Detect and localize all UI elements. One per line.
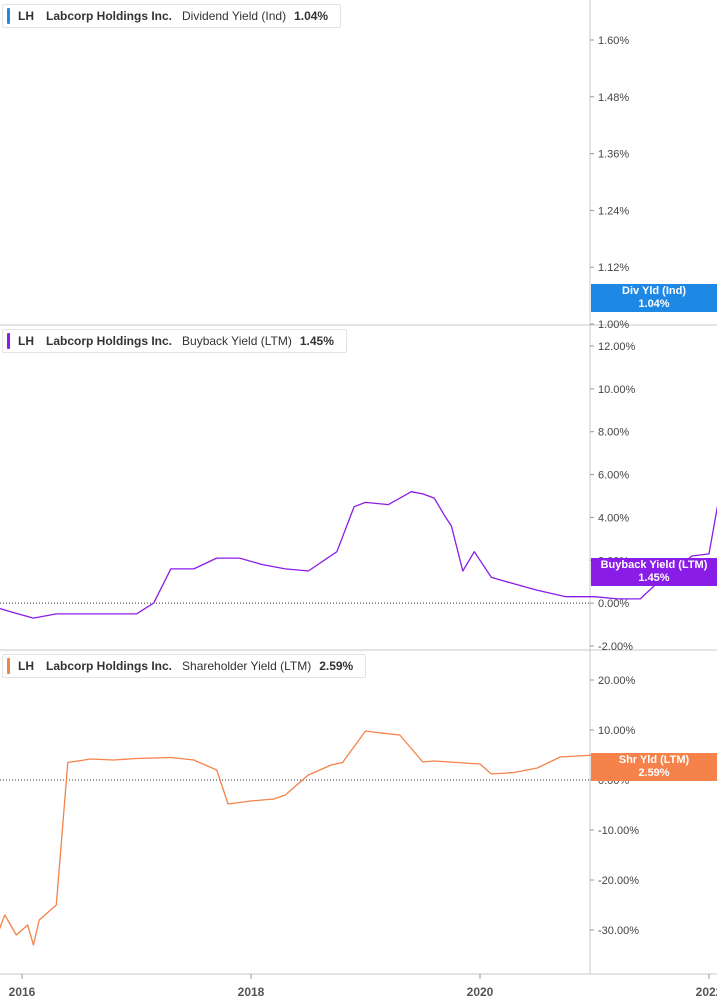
legend-value: 1.04% — [294, 9, 329, 23]
y-tick-label: 1.12% — [598, 262, 629, 274]
dividend-legend[interactable]: LH Labcorp Holdings Inc. Dividend Yield … — [2, 4, 342, 28]
y-tick-label: 1.60% — [598, 35, 629, 47]
buyback-legend[interactable]: LH Labcorp Holdings Inc. Buyback Yield (… — [2, 329, 347, 353]
series-line — [0, 491, 717, 619]
y-tick-label: 1.48% — [598, 92, 629, 104]
shareholder-color-swatch — [7, 658, 10, 674]
y-tick-label: 10.00% — [598, 725, 636, 737]
shareholder-value-callout: Shr Yld (LTM) 2.59% — [591, 753, 717, 781]
y-tick-label: -20.00% — [598, 875, 639, 887]
series-line — [0, 730, 717, 946]
legend-ticker: LH — [18, 334, 34, 348]
callout-label: Buyback Yield (LTM) — [600, 559, 708, 571]
legend-company: Labcorp Holdings Inc. — [46, 334, 173, 348]
legend-ticker: LH — [18, 9, 34, 23]
dividend-yield-panel: 1.00% 1.12% 1.24% 1.36% 1.48% 1.60% — [590, 35, 629, 331]
shareholder-yield-panel: -30.00%-20.00%-10.00%0.00%10.00%20.00% — [0, 675, 717, 946]
legend-metric: Buyback Yield (LTM) — [182, 334, 292, 348]
y-tick-label: 10.00% — [598, 384, 636, 396]
legend-value: 2.59% — [319, 659, 354, 673]
x-tick-label: 2018 — [238, 985, 265, 999]
y-tick-label: 20.00% — [598, 675, 636, 687]
legend-company: Labcorp Holdings Inc. — [46, 9, 173, 23]
callout-value: 1.45% — [638, 572, 670, 584]
legend-company: Labcorp Holdings Inc. — [46, 659, 173, 673]
legend-value: 1.45% — [299, 334, 334, 348]
dividend-value-callout: Div Yld (Ind) 1.04% — [591, 284, 717, 312]
buyback-yield-panel: -2.00%0.00%2.00%4.00%6.00%8.00%10.00%12.… — [0, 341, 717, 653]
callout-value: 1.04% — [638, 298, 670, 310]
x-tick-label: 2022 — [696, 985, 717, 999]
legend-metric: Shareholder Yield (LTM) — [182, 659, 312, 673]
x-tick-label: 2020 — [467, 985, 494, 999]
buyback-value-callout: Buyback Yield (LTM) 1.45% — [591, 558, 717, 586]
y-tick-label: 0.00% — [598, 598, 629, 610]
y-tick-label: 12.00% — [598, 341, 636, 353]
y-tick-label: -10.00% — [598, 825, 639, 837]
y-tick-label: 1.36% — [598, 149, 629, 161]
y-tick-label: 8.00% — [598, 427, 629, 439]
y-tick-label: -2.00% — [598, 641, 633, 653]
legend-metric: Dividend Yield (Ind) — [182, 9, 287, 23]
buyback-color-swatch — [7, 333, 10, 349]
callout-label: Shr Yld (LTM) — [618, 754, 690, 766]
shareholder-legend[interactable]: LH Labcorp Holdings Inc. Shareholder Yie… — [2, 654, 367, 678]
x-axis: 20162018202020222024 — [9, 974, 717, 999]
y-tick-label: 1.24% — [598, 205, 629, 217]
legend-ticker: LH — [18, 659, 34, 673]
y-tick-label: 4.00% — [598, 512, 629, 524]
y-tick-label: 1.00% — [598, 319, 629, 331]
callout-value: 2.59% — [638, 767, 670, 779]
callout-label: Div Yld (Ind) — [622, 285, 686, 297]
dividend-color-swatch — [7, 8, 10, 24]
x-tick-label: 2016 — [9, 985, 36, 999]
y-tick-label: -30.00% — [598, 925, 639, 937]
y-tick-label: 6.00% — [598, 470, 629, 482]
